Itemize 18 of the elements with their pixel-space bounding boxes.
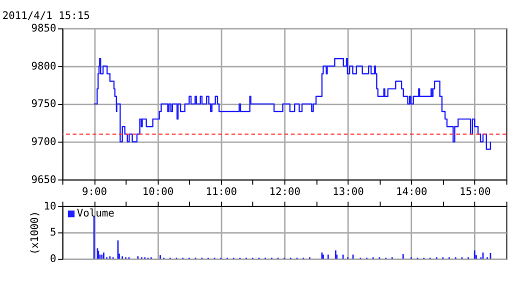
x-tick-label: 12:00: [269, 186, 300, 198]
y-tick-label: 9800: [31, 60, 56, 72]
y-tick-label: 0: [50, 253, 56, 266]
x-tick-label: 13:00: [332, 186, 364, 198]
y-axis-title: (x1000): [29, 211, 42, 255]
x-tick-label: 11:00: [206, 186, 238, 198]
x-tick-label: 10:00: [142, 186, 174, 198]
y-tick-label: 9650: [31, 174, 56, 186]
x-tick-label: 15:00: [459, 186, 491, 198]
y-tick-label: 9700: [31, 136, 56, 148]
x-tick-label: 9:00: [82, 186, 108, 198]
chart-title: 2011/4/1 15:15: [2, 10, 90, 22]
y-tick-label: 10: [44, 200, 56, 212]
y-tick-label: 5: [50, 226, 56, 239]
legend-label: Volume: [76, 208, 114, 220]
x-tick-label: 14:00: [396, 186, 428, 198]
y-tick-label: 9850: [31, 22, 56, 35]
y-tick-label: 9750: [31, 98, 56, 110]
